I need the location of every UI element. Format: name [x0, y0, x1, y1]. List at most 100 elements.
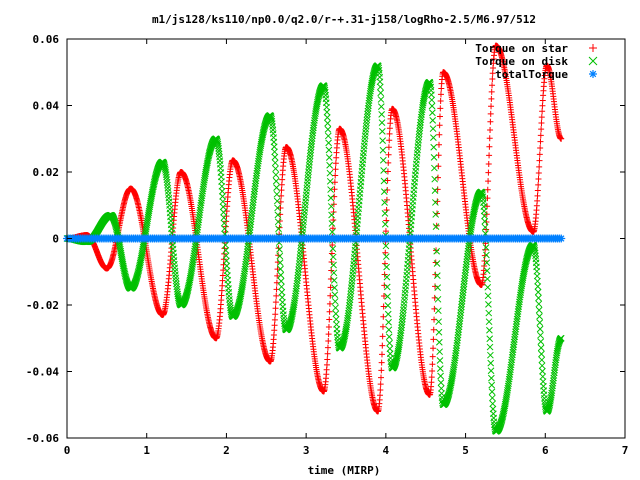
data-point [271, 322, 278, 329]
data-point [326, 316, 333, 323]
data-point [457, 312, 464, 319]
data-point [416, 124, 424, 132]
data-point [173, 280, 180, 288]
data-point [392, 358, 400, 366]
data-point [215, 147, 223, 155]
data-point [223, 213, 230, 220]
data-point [430, 154, 438, 161]
data-point [219, 272, 226, 279]
data-point [307, 146, 315, 154]
data-point [382, 253, 390, 260]
data-point [329, 225, 336, 232]
data-point [534, 187, 541, 194]
data-point [346, 299, 354, 306]
data-point [271, 148, 278, 156]
data-point [538, 350, 545, 358]
data-point [498, 416, 506, 423]
data-point [327, 284, 334, 291]
data-point [416, 127, 423, 135]
data-point [484, 292, 492, 300]
data-point [429, 117, 437, 124]
data-point [321, 88, 329, 96]
data-point [437, 372, 444, 380]
data-point [457, 309, 465, 317]
data-point [486, 343, 494, 351]
data-point [557, 334, 565, 342]
data-point [538, 362, 546, 370]
data-point [431, 175, 439, 183]
data-point [246, 224, 254, 231]
data-point [277, 265, 284, 273]
data-point [437, 105, 444, 112]
data-point [247, 218, 255, 226]
data-point [325, 331, 332, 338]
data-point [535, 176, 542, 183]
ticks-layer: 0 1 2 3 4 5 6 7 -0.06 -0.04 -0.02 0 0.02 0.04 0.06 [26, 33, 628, 457]
data-point [488, 103, 495, 110]
data-point [377, 89, 385, 97]
data-point [293, 277, 301, 285]
data-point [250, 193, 258, 201]
data-point [485, 160, 492, 167]
data-point [380, 167, 387, 174]
data-point [398, 318, 406, 326]
data-point [163, 178, 171, 186]
data-point [326, 177, 334, 185]
data-point [151, 174, 159, 182]
data-point [458, 303, 465, 311]
y-tick-label: 0.02 [33, 166, 60, 179]
data-point [428, 374, 435, 381]
data-point [483, 259, 491, 267]
data-point [455, 328, 462, 336]
data-point [539, 108, 546, 115]
data-point [539, 102, 546, 109]
data-point [215, 144, 222, 152]
data-point [383, 283, 391, 291]
data-point [416, 121, 424, 129]
data-point [545, 405, 553, 412]
data-point [330, 209, 337, 216]
data-point [432, 211, 440, 218]
data-point [249, 201, 257, 209]
data-point [488, 381, 496, 389]
data-point [377, 96, 385, 103]
data-point [331, 291, 339, 299]
data-point [463, 258, 471, 266]
data-point [437, 97, 444, 104]
data-point [330, 261, 337, 269]
data-point [459, 292, 467, 299]
data-point [537, 344, 545, 352]
data-point [327, 194, 335, 202]
data-point [272, 177, 280, 185]
data-point [533, 272, 541, 280]
data-point [340, 337, 347, 345]
data-point [134, 271, 141, 279]
data-point [332, 304, 339, 312]
data-point [249, 204, 256, 212]
data-point [271, 327, 278, 334]
data-point [328, 259, 335, 266]
data-point [380, 293, 387, 300]
data-point [329, 245, 337, 253]
data-point [332, 160, 339, 167]
data-point [380, 303, 387, 310]
series-layer [63, 42, 566, 435]
data-point [219, 198, 227, 205]
data-point [324, 132, 332, 140]
data-point [386, 130, 393, 137]
data-point [589, 44, 597, 52]
data-point [435, 318, 443, 326]
data-point [379, 137, 387, 144]
data-point [327, 203, 335, 210]
data-point [273, 184, 280, 192]
data-point [588, 56, 598, 66]
data-point [272, 171, 280, 179]
data-point [331, 298, 339, 305]
data-point [379, 146, 387, 154]
data-point [325, 323, 332, 330]
data-point [435, 328, 443, 336]
data-point [456, 317, 464, 325]
data-point [248, 212, 255, 220]
data-point [482, 244, 490, 251]
data-point [183, 291, 190, 299]
